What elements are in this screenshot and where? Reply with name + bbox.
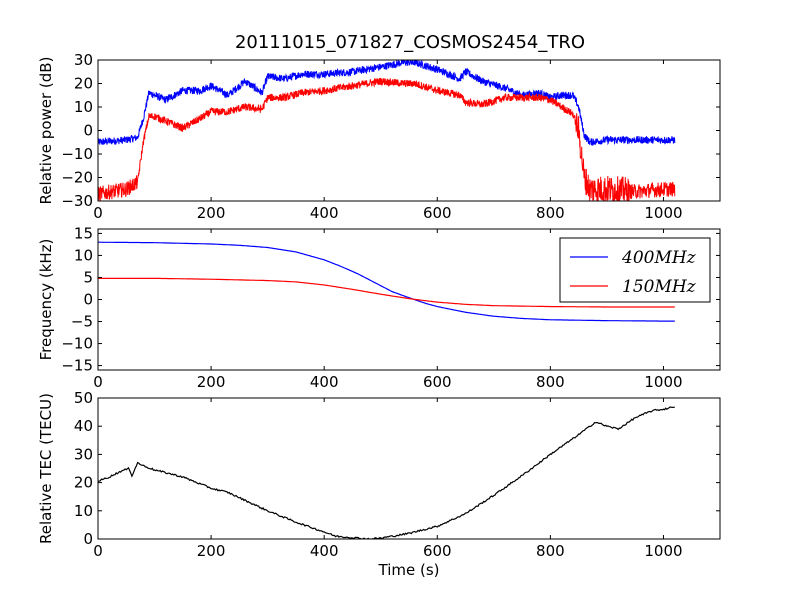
y-tick-label: 20 [74,75,93,93]
y-axis-label: Frequency (kHz) [37,239,55,361]
y-tick-label: 5 [83,268,93,286]
y-tick-label: 30 [74,445,93,463]
series-group [98,60,676,201]
subplot-1: 0 200 400 600 800 1000 −30 −20 −10 0 10 20 30 Relativ… [37,51,721,222]
legend-label-150mhz: 150MHz [622,277,697,297]
x-tick-label: 800 [536,542,565,560]
x-tick-label: 600 [423,373,452,391]
x-tick-label: 600 [423,204,452,222]
figure-title: 20111015_071827_COSMOS2454_TRO [235,32,585,53]
x-tick-label: 400 [310,204,339,222]
x-tick-label: 1000 [644,204,682,222]
x-tick-label: 200 [197,204,226,222]
subplot-2: 0 200 400 600 800 1000 −15 −10 −5 0 5 10 15 Frequency… [37,224,721,391]
series-group [98,406,675,539]
x-tick-label: 1000 [644,373,682,391]
y-tick-label: −15 [61,357,93,375]
x-axis-label: Time (s) [378,561,440,579]
x-tick-label: 400 [310,542,339,560]
y-tick-label: 10 [74,502,93,520]
legend-box [559,237,711,303]
x-tick-label: 200 [197,373,226,391]
y-tick-label: −30 [61,192,93,210]
y-tick-label: 0 [83,291,93,309]
plots-container: 0 200 400 600 800 1000−30−20−100102030Relativ… [37,51,721,579]
y-tick-label: 10 [74,246,93,264]
x-tick-label: 0 [93,542,103,560]
series-line-3-1 [98,406,675,539]
series-line-1-2 [98,77,676,201]
series-group [98,241,675,322]
y-tick-label: 20 [74,474,93,492]
y-axis-label: Relative TEC (TECU) [37,393,55,544]
y-tick-label: 40 [74,417,93,435]
y-tick-label: 0 [83,122,93,140]
x-tick-label: 800 [536,204,565,222]
x-tick-label: 600 [423,542,452,560]
series-line-400mhz [98,241,675,322]
y-tick-label: 0 [83,530,93,548]
y-tick-label: −20 [61,169,93,187]
legend: 400MHz 150MHz [559,237,711,303]
y-tick-label: −10 [61,335,93,353]
y-tick-label: 10 [74,98,93,116]
y-axis-label: Relative power (dB) [37,57,55,205]
x-tick-label: 800 [536,373,565,391]
y-tick-label: 30 [74,51,93,69]
y-tick-label: 15 [74,224,93,242]
legend-label-400mhz: 400MHz [621,248,697,268]
subplot-3: 0 200 400 600 800 1000 0 10 20 30 40 50 Relative TEC… [37,389,721,579]
x-tick-label: 0 [93,373,103,391]
series-line-1-1 [98,60,676,146]
x-tick-label: 1000 [644,542,682,560]
x-tick-label: 0 [93,204,103,222]
y-tick-label: 50 [74,389,93,407]
x-tick-label: 400 [310,373,339,391]
y-tick-label: −10 [61,145,93,163]
y-tick-label: −5 [71,313,93,331]
series-line-150mhz [98,277,675,308]
plot-frame [97,397,721,540]
x-tick-label: 200 [197,542,226,560]
